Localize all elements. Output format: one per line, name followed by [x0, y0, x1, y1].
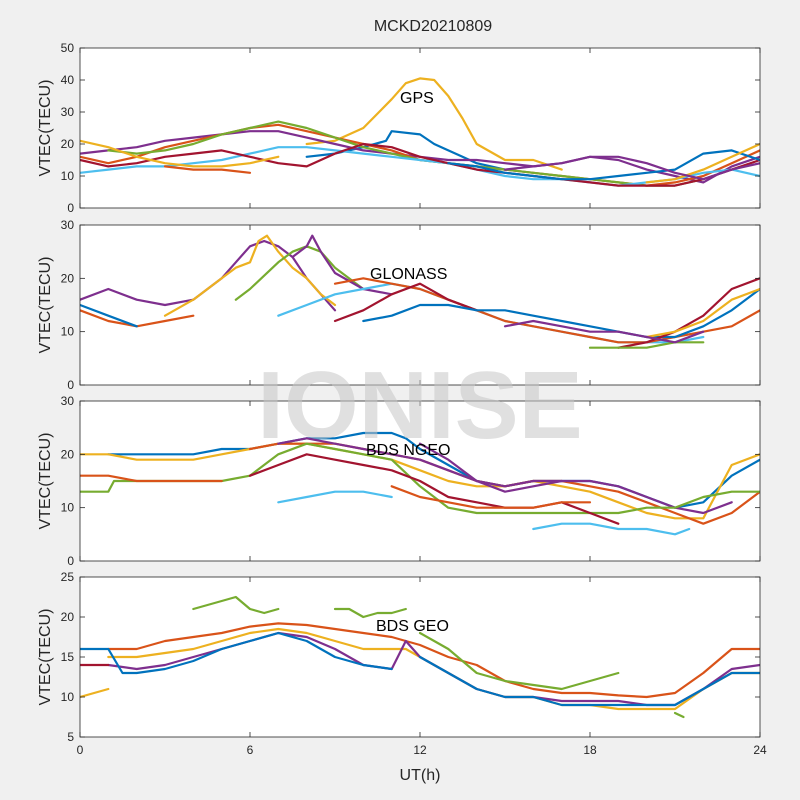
- y-tick-label: 10: [61, 690, 75, 704]
- series-group: [80, 595, 760, 719]
- series-line-12: [163, 165, 252, 174]
- series-line-5: [418, 655, 760, 707]
- y-tick-label: 0: [67, 554, 74, 568]
- series-group: [80, 431, 760, 536]
- subplot-1: 0 10 20 30 40 50 VTEC(TECU) GPS: [37, 41, 761, 215]
- series-line-1: [305, 77, 563, 171]
- y-tick-label: 0: [67, 378, 74, 392]
- series-line-9: [333, 607, 407, 619]
- series-line-11: [503, 155, 760, 181]
- panel-label: GPS: [400, 90, 434, 107]
- series-line-14: [503, 319, 705, 344]
- y-tick-label: 30: [61, 218, 75, 232]
- x-tick-label: 12: [413, 743, 427, 757]
- figure-title: MCKD20210809: [374, 18, 492, 35]
- series-line-11: [673, 711, 685, 719]
- subplot-2: 0 10 20 30 VTEC(TECU) GLONASS: [37, 218, 761, 392]
- y-tick-label: 15: [61, 650, 75, 664]
- series-line-9: [80, 139, 280, 168]
- y-axis-label: VTEC(TECU): [37, 433, 54, 530]
- series-line-10: [617, 277, 760, 349]
- series-line-8: [192, 595, 280, 615]
- y-tick-label: 10: [61, 325, 75, 339]
- series-line-4: [277, 437, 733, 515]
- y-tick-label: 10: [61, 501, 75, 515]
- x-tick-label: 24: [753, 743, 767, 757]
- series-line-11: [645, 287, 760, 339]
- series-line-8: [447, 149, 760, 181]
- series-line-7: [80, 142, 760, 187]
- y-tick-label: 30: [61, 394, 75, 408]
- series-line-4: [80, 631, 393, 675]
- series-line-10: [390, 485, 592, 509]
- y-tick-label: 20: [61, 610, 75, 624]
- series-line-7: [333, 282, 478, 323]
- series-line-13: [588, 341, 705, 349]
- x-tick-label: 6: [247, 743, 254, 757]
- watermark: IONISE: [257, 352, 582, 459]
- x-axis-label: UT(h): [400, 767, 441, 784]
- series-line-12: [80, 303, 138, 328]
- subplot-3: 0 10 20 30 VTEC(TECU) BDS NGEO: [37, 394, 761, 568]
- y-tick-label: 30: [61, 105, 75, 119]
- y-tick-label: 25: [61, 570, 75, 584]
- series-line-10: [645, 142, 760, 184]
- series-line-7: [80, 687, 110, 699]
- panel-label: BDS NGEO: [366, 442, 450, 459]
- series-line-8: [532, 522, 691, 536]
- x-tick-label: 0: [77, 743, 84, 757]
- series-line-2: [80, 442, 760, 520]
- y-tick-label: 20: [61, 137, 75, 151]
- series-line-6: [333, 277, 760, 344]
- y-tick-label: 5: [67, 730, 74, 744]
- series-line-7: [277, 490, 393, 504]
- y-axis-label: VTEC(TECU): [37, 257, 54, 354]
- y-tick-label: 0: [67, 201, 74, 215]
- series-line-10: [418, 631, 620, 691]
- series-line-11: [418, 442, 563, 493]
- series-line-5: [107, 120, 705, 187]
- y-axis-label: VTEC(TECU): [37, 80, 54, 177]
- panel-label: GLONASS: [370, 266, 447, 283]
- series-group: [80, 77, 760, 187]
- y-tick-label: 40: [61, 73, 75, 87]
- series-line-8: [362, 287, 760, 339]
- y-tick-label: 20: [61, 271, 75, 285]
- series-group: [80, 234, 760, 349]
- y-tick-label: 10: [61, 169, 75, 183]
- y-tick-label: 20: [61, 447, 75, 461]
- y-tick-label: 50: [61, 41, 75, 55]
- series-line-3: [234, 245, 365, 301]
- panel-label: BDS GEO: [376, 618, 449, 635]
- y-axis-label: VTEC(TECU): [37, 609, 54, 706]
- x-tick-label: 18: [583, 743, 597, 757]
- series-line-9: [80, 474, 223, 483]
- series-line-1: [107, 622, 760, 699]
- subplot-4: 5 10 15 20 25 0 6 12 18 24 VTEC(TECU) BDS GEO: [37, 570, 767, 757]
- series-line-2: [163, 234, 337, 317]
